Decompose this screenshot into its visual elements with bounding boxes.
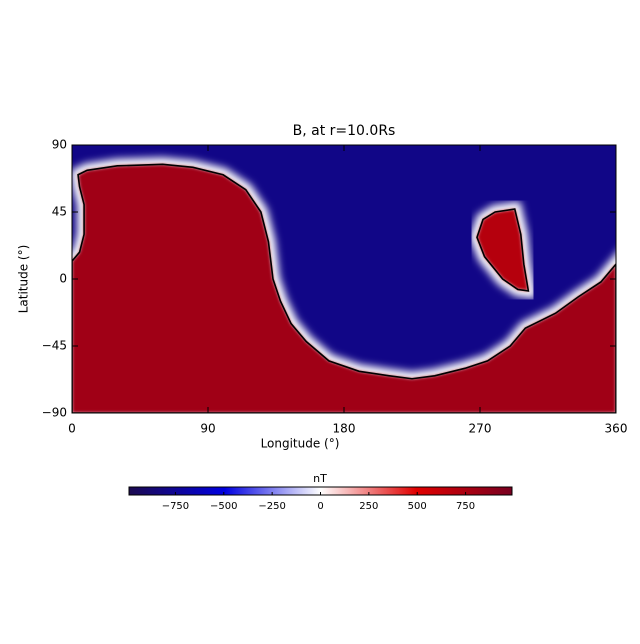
y-tick-label: −45: [42, 339, 67, 353]
colorbar-tick-label: −500: [210, 501, 237, 512]
x-tick-label: 180: [333, 422, 356, 436]
colorbar-tick-label: 750: [456, 501, 475, 512]
colorbar-tick-label: 500: [408, 501, 427, 512]
x-tick-label: 270: [469, 422, 492, 436]
x-axis-label: Longitude (°): [261, 437, 340, 451]
colorbar-tick-label: −250: [258, 501, 285, 512]
y-tick-label: 45: [52, 205, 67, 219]
field-region: [476, 209, 529, 291]
chart-title: B, at r=10.0Rs: [293, 123, 396, 139]
y-axis-label: Latitude (°): [17, 245, 31, 314]
colorbar-tick-label: 0: [317, 501, 323, 512]
y-tick-label: 90: [52, 138, 67, 152]
y-tick-label: 0: [59, 272, 67, 286]
colorbar-label: nT: [313, 472, 327, 485]
x-tick-label: 90: [200, 422, 215, 436]
colorbar-tick-label: 250: [359, 501, 378, 512]
x-tick-label: 0: [68, 422, 76, 436]
field-region: [72, 164, 616, 413]
y-tick-label: −90: [42, 406, 67, 420]
x-tick-label: 360: [605, 422, 628, 436]
contour-line: [476, 208, 530, 292]
colorbar-tick-label: −750: [162, 501, 189, 512]
contour-line: [72, 163, 616, 413]
